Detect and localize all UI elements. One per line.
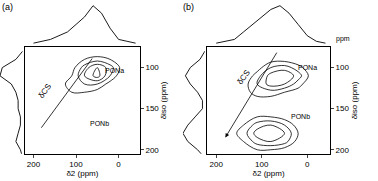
svg-text:PONa: PONa [105,67,124,74]
svg-text:100: 100 [145,63,159,72]
svg-text:(b): (b) [183,2,194,12]
svg-text:δCS: δCS [37,82,53,100]
svg-text:150: 150 [336,104,350,113]
svg-text:PONb: PONb [291,113,310,120]
svg-text:200: 200 [27,160,41,169]
svg-text:δCS: δCS [236,68,252,86]
svg-text:ppm: ppm [336,35,350,43]
svg-text:100: 100 [336,63,350,72]
svg-text:150: 150 [145,104,159,113]
svg-text:200: 200 [210,160,224,169]
svg-text:δiso (ppm): δiso (ppm) [350,81,359,119]
svg-text:δ2 (ppm): δ2 (ppm) [253,169,285,178]
svg-text:δ2 (ppm): δ2 (ppm) [66,169,98,178]
svg-text:δiso (ppm): δiso (ppm) [159,81,168,119]
svg-text:200: 200 [145,146,159,155]
svg-text:PONa: PONa [298,64,317,71]
svg-text:200: 200 [336,146,350,155]
svg-text:100: 100 [69,160,83,169]
svg-text:100: 100 [255,160,269,169]
svg-text:0: 0 [116,160,121,169]
svg-text:(a): (a) [2,2,13,12]
svg-text:PONb: PONb [90,120,109,127]
svg-text:0: 0 [305,160,310,169]
